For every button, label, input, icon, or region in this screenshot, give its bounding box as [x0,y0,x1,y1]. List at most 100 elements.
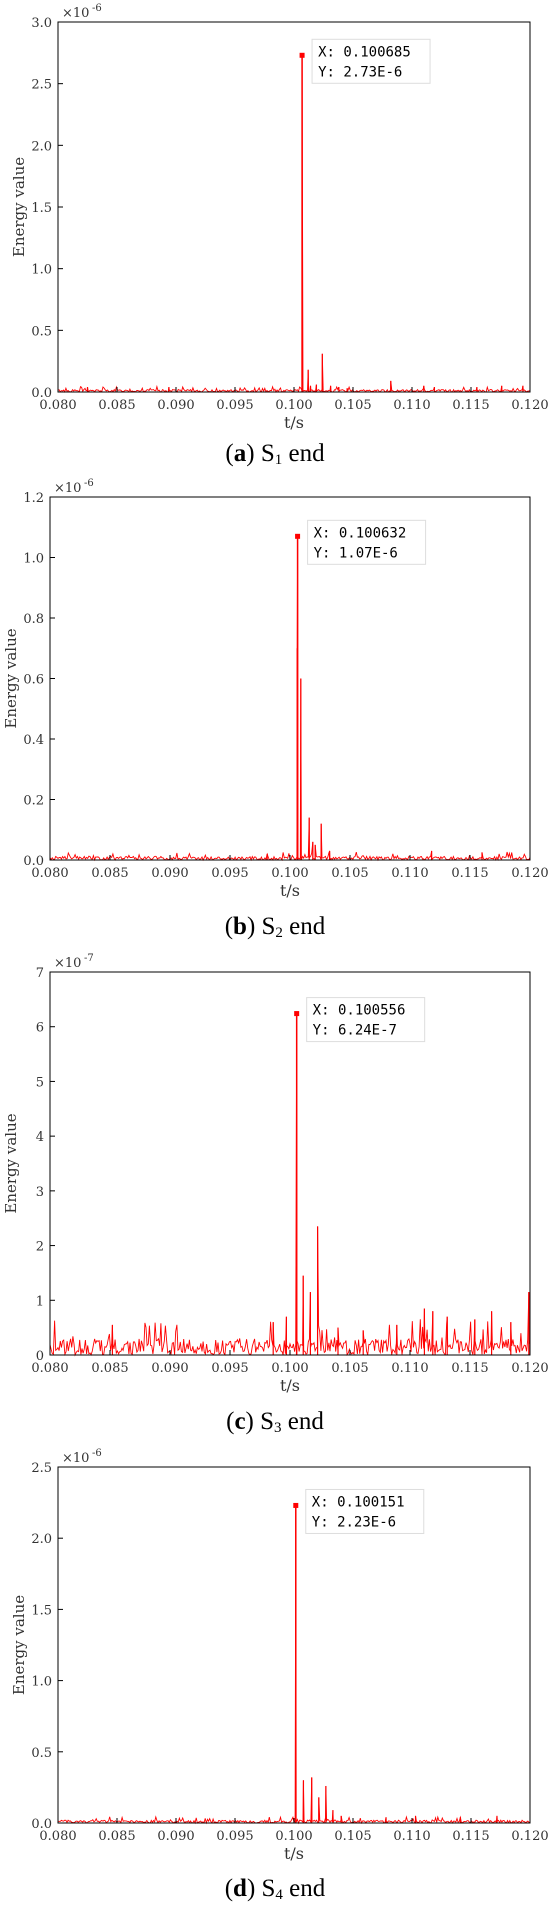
chart-panel-b: X: 0.100632 Y: 1.07E-6 0.080 0.085 0.090 0.09… [0,475,550,950]
annotation-y: Y: 1.07E-6 [314,545,398,561]
annotation-x: X: 0.100685 [318,44,411,60]
x-tick-label: 0.120 [511,1361,548,1376]
x-tick-label: 0.085 [91,1361,128,1376]
y-axis-label: Energy value [10,1595,28,1695]
chart-panel-a: X: 0.100685 Y: 2.73E-6 0.080 0.085 0.090 0.09… [0,0,550,475]
series-line [58,1505,531,1825]
y-tick-label: 2.5 [31,78,52,93]
y-axis-label: Energy value [2,1113,20,1213]
y-tick-label: 2.0 [31,1532,52,1547]
x-tick-label: 0.080 [31,866,68,881]
annotation-x: X: 0.100632 [314,525,407,541]
plot-frame [57,21,531,393]
x-tick-label: 0.080 [31,1361,68,1376]
x-axis-label: t/s [280,1376,300,1395]
y-tick-label: 0.5 [31,324,52,339]
x-tick-label: 0.115 [452,398,489,413]
x-tick-label: 0.100 [271,1361,308,1376]
annotation-box [306,997,426,1043]
peak-marker [293,1502,299,1508]
x-tick-label: 0.090 [151,1361,188,1376]
y-tick-label: 0.0 [31,1817,52,1832]
x-axis-label: t/s [280,881,300,900]
y-scale-label: ×10 [62,1451,89,1466]
annotation-y: Y: 2.73E-6 [318,64,402,80]
y-tick-label: 0.0 [23,854,44,869]
plot-frame [49,971,531,1356]
x-tick-label: 0.080 [39,398,76,413]
annotation-x: X: 0.100151 [312,1494,405,1510]
x-tick-label: 0.085 [98,1829,135,1844]
y-tick-label: 2.5 [31,1461,52,1476]
x-tick-label: 0.100 [275,398,312,413]
caption-d: (d) S4 end [224,1875,326,1903]
x-tick-label: 0.115 [452,1829,489,1844]
chart-d: X: 0.100151 Y: 2.23E-6 0.080 0.085 0.090 0.09… [10,1448,549,1863]
x-tick-label: 0.090 [151,866,188,881]
x-tick-label: 0.110 [391,1361,428,1376]
x-tick-label: 0.095 [211,866,248,881]
y-tick-label: 1 [36,1294,44,1309]
chart-a: X: 0.100685 Y: 2.73E-6 0.080 0.085 0.090 0.09… [10,3,549,432]
x-tick-label: 0.120 [511,398,548,413]
y-tick-label: 0.5 [31,1746,52,1761]
caption-c: (c) S3 end [226,1408,324,1436]
x-tick-label: 0.110 [391,866,428,881]
y-tick-label: 0.0 [31,386,52,401]
y-axis-label: Energy value [2,628,20,728]
y-tick-label: 4 [36,1130,44,1145]
y-tick-label: 1.2 [23,491,44,506]
x-tick-label: 0.095 [216,398,253,413]
plot-frame [57,1466,531,1824]
x-tick-label: 0.120 [511,1829,548,1844]
y-scale-exponent: -7 [84,953,94,964]
plot-frame [49,496,531,861]
y-tick-label: 5 [36,1075,44,1090]
caption-b: (b) S2 end [224,913,326,941]
x-axis-label: t/s [284,413,304,432]
y-tick-label: 0.8 [23,612,44,627]
series-line [57,55,531,393]
x-tick-label: 0.100 [271,866,308,881]
y-tick-label: 6 [36,1021,44,1036]
series-line [49,536,531,862]
y-scale-exponent: -6 [84,478,94,489]
annotation-box [305,1488,425,1534]
y-tick-label: 0.2 [23,794,44,809]
x-tick-label: 0.120 [511,866,548,881]
chart-panel-d: X: 0.100151 Y: 2.23E-6 0.080 0.085 0.090 0.09… [0,1445,550,1912]
x-tick-label: 0.100 [275,1829,312,1844]
y-scale-exponent: -6 [92,1448,102,1459]
y-tick-label: 0.4 [23,733,44,748]
x-tick-label: 0.080 [39,1829,76,1844]
peak-marker [295,533,301,539]
annotation-y: Y: 6.24E-7 [313,1023,397,1039]
x-tick-label: 0.085 [98,398,135,413]
x-tick-label: 0.095 [216,1829,253,1844]
annotation-x: X: 0.100556 [313,1003,406,1019]
y-tick-label: 1.5 [31,1603,52,1618]
annotation-box [311,38,431,84]
y-scale-label: ×10 [54,956,81,971]
x-tick-label: 0.110 [393,1829,430,1844]
x-tick-label: 0.105 [331,1361,368,1376]
x-tick-label: 0.115 [451,1361,488,1376]
x-tick-label: 0.090 [157,398,194,413]
peak-marker [294,1011,300,1017]
chart-b: X: 0.100632 Y: 1.07E-6 0.080 0.085 0.090 0.09… [2,478,549,900]
y-scale-label: ×10 [54,481,81,496]
y-tick-label: 1.0 [31,263,52,278]
x-axis-label: t/s [284,1844,304,1863]
y-tick-label: 3.0 [31,16,52,31]
annotation-box [307,519,427,565]
y-tick-label: 3 [36,1185,44,1200]
series-line [49,1013,531,1357]
y-tick-label: 1.0 [23,552,44,567]
y-tick-label: 7 [36,966,44,981]
x-tick-label: 0.105 [334,398,371,413]
y-tick-label: 1.5 [31,201,52,216]
x-tick-label: 0.110 [393,398,430,413]
y-axis-label: Energy value [10,157,28,257]
peak-marker [299,52,305,58]
x-tick-label: 0.085 [91,866,128,881]
